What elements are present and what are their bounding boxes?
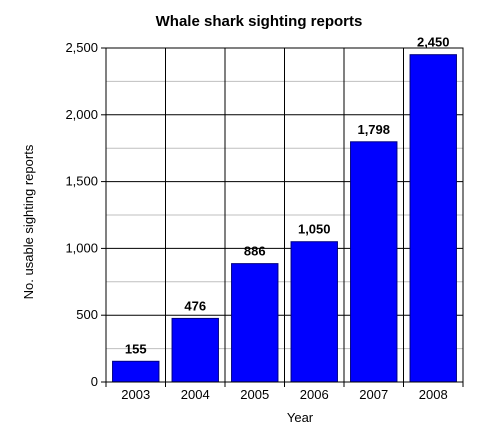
data-labels: 155 476 886 1,050 1,798 2,450 [125,35,450,357]
bar-2008 [409,54,457,383]
data-label-2006: 1,050 [298,222,331,237]
bar-2005 [231,263,279,383]
axes: 2003 2004 2005 2006 2007 2008 0 500 1,000 1,500 2,… [65,40,464,402]
chart-title: Whale shark sighting reports [156,13,363,30]
x-tick-label-2005: 2005 [240,387,269,402]
data-label-2005: 886 [244,244,266,259]
y-tick-label: 1,000 [65,240,98,255]
x-tick-label-2003: 2003 [121,387,150,402]
x-tick-label-2008: 2008 [419,387,448,402]
data-label-2003: 155 [125,341,147,356]
x-tick-label-2006: 2006 [300,387,329,402]
bar-2003 [112,360,160,383]
x-axis-label: Year [287,410,314,425]
data-label-2008: 2,450 [417,35,450,50]
bar-2004 [171,317,219,383]
bars [112,54,457,383]
y-tick-label: 2,500 [65,40,98,55]
y-tick-label: 1,500 [65,174,98,189]
y-tick-label: 0 [91,374,98,389]
bar-2007 [350,141,398,383]
x-tick-label-2007: 2007 [359,387,388,402]
gridlines [105,47,464,383]
y-axis-label: No. usable sighting reports [21,144,36,299]
bar-2006 [290,241,338,383]
y-tick-label: 2,000 [65,107,98,122]
y-tick-label: 500 [76,307,98,322]
plot-frame [105,47,464,383]
data-label-2004: 476 [184,298,206,313]
x-tick-label-2004: 2004 [181,387,210,402]
data-label-2007: 1,798 [357,122,390,137]
